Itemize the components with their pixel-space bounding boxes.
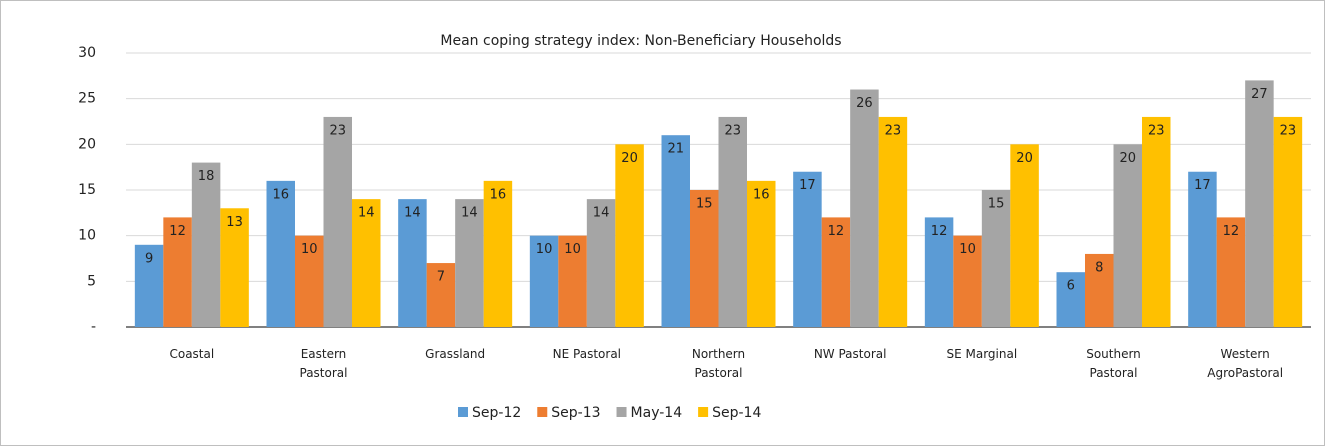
y-tick-label: 10 — [78, 228, 96, 244]
data-label: 23 — [1280, 123, 1297, 138]
data-label: 15 — [988, 197, 1005, 212]
bar — [953, 235, 982, 327]
y-tick-label: 15 — [78, 182, 96, 198]
bar — [1113, 144, 1142, 327]
data-label: 16 — [753, 187, 770, 202]
y-tick-label: - — [91, 319, 96, 335]
data-label: 17 — [799, 178, 816, 193]
bar — [191, 162, 221, 327]
data-label: 23 — [724, 123, 741, 138]
bar — [398, 199, 427, 327]
data-label: 17 — [1194, 178, 1211, 193]
bar — [1056, 272, 1085, 327]
legend-label: May-14 — [631, 405, 683, 421]
data-label: 10 — [564, 242, 581, 257]
bar — [266, 180, 295, 327]
data-label: 12 — [931, 224, 948, 239]
y-tick-label: 30 — [78, 45, 96, 61]
bar — [323, 116, 352, 327]
data-label: 14 — [404, 206, 421, 221]
data-label: 10 — [959, 242, 976, 257]
x-tick-label: Western AgroPastoral — [1207, 347, 1284, 380]
data-label: 9 — [145, 251, 153, 266]
data-label: 27 — [1251, 87, 1268, 102]
data-label: 23 — [329, 123, 346, 138]
y-tick-label: 5 — [87, 273, 96, 289]
bar — [615, 144, 644, 327]
bar — [1142, 116, 1171, 327]
x-tick-label: SE Marginal — [946, 347, 1018, 361]
legend-swatch — [537, 407, 548, 417]
data-label: 20 — [621, 151, 638, 166]
legend-label: Sep-14 — [712, 405, 761, 421]
x-tick-label: Grassland — [425, 347, 486, 361]
bar — [586, 199, 616, 327]
bar — [690, 190, 719, 327]
bar — [1010, 144, 1039, 327]
legend-swatch — [616, 407, 627, 417]
x-tick-label: Coastal — [169, 347, 215, 361]
data-label: 7 — [437, 270, 445, 285]
bar — [426, 263, 456, 327]
data-label: 14 — [358, 206, 375, 221]
bar — [1188, 171, 1217, 327]
bar — [747, 180, 776, 327]
data-label: 10 — [301, 242, 318, 257]
legend-swatch — [698, 407, 709, 417]
bar — [878, 116, 908, 327]
bar — [793, 171, 822, 327]
bar — [163, 217, 192, 327]
data-label: 10 — [536, 242, 553, 257]
data-label: 12 — [1223, 224, 1240, 239]
bar — [483, 180, 513, 327]
data-label: 6 — [1067, 279, 1075, 294]
data-label: 13 — [226, 215, 243, 230]
bar — [1085, 253, 1114, 327]
bar — [821, 217, 851, 327]
bar — [924, 217, 954, 327]
bar — [1245, 80, 1274, 328]
bar — [718, 116, 747, 327]
bar — [352, 199, 381, 327]
legend-swatch — [458, 407, 468, 417]
x-tick-label: NW Pastoral — [813, 347, 887, 361]
bar — [661, 135, 690, 327]
data-label: 18 — [198, 169, 215, 184]
bar — [529, 235, 559, 327]
data-label: 16 — [490, 187, 507, 202]
bar — [981, 190, 1011, 327]
x-tick-label: NE Pastoral — [552, 347, 621, 361]
bar — [850, 89, 879, 328]
x-tick-label: Eastern Pastoral — [299, 347, 348, 380]
data-label: 12 — [828, 224, 845, 239]
bar — [558, 235, 587, 327]
bar — [134, 244, 164, 327]
bar — [455, 199, 484, 327]
bar — [220, 208, 249, 327]
x-tick-label: Northern Pastoral — [691, 347, 746, 380]
data-label: 12 — [169, 224, 186, 239]
chart-title: Mean coping strategy index: Non-Benefici… — [440, 33, 841, 49]
bar — [295, 235, 324, 327]
legend-label: Sep-13 — [551, 405, 600, 421]
data-label: 8 — [1095, 260, 1103, 275]
data-label: 21 — [667, 142, 684, 157]
data-label: 20 — [1119, 151, 1136, 166]
data-label: 14 — [461, 206, 478, 221]
bar — [1273, 116, 1303, 327]
bar — [1216, 217, 1246, 327]
data-label: 16 — [272, 187, 289, 202]
data-label: 23 — [1148, 123, 1165, 138]
legend-label: Sep-12 — [472, 405, 521, 421]
data-label: 15 — [696, 197, 713, 212]
data-label: 14 — [593, 206, 610, 221]
y-tick-label: 20 — [78, 136, 96, 152]
x-tick-label: Southern Pastoral — [1086, 347, 1141, 380]
data-label: 20 — [1016, 151, 1033, 166]
data-label: 23 — [885, 123, 902, 138]
data-label: 26 — [856, 96, 873, 111]
y-tick-label: 25 — [78, 91, 96, 107]
